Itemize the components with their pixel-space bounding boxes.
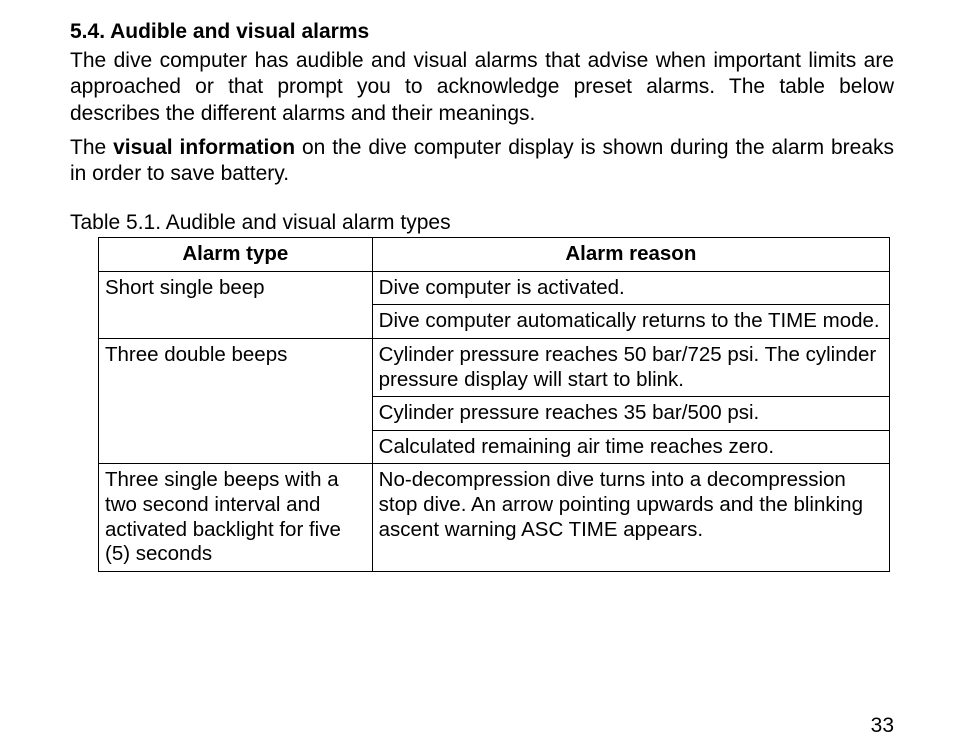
alarm-reason-cell: Calculated remaining air time reaches ze… [372, 430, 889, 464]
document-page: 5.4. Audible and visual alarms The dive … [0, 0, 954, 756]
alarm-reason-cell: Dive computer is activated. [372, 271, 889, 305]
alarm-type-cell: Short single beep [99, 271, 373, 338]
intro-paragraph-2: The visual information on the dive compu… [70, 135, 894, 188]
table-header-row: Alarm type Alarm reason [99, 238, 890, 272]
para2-bold: visual information [113, 136, 295, 159]
table-caption: Table 5.1. Audible and visual alarm type… [70, 211, 894, 235]
alarm-type-cell: Three single beeps with a two second int… [99, 464, 373, 571]
table-row: Three single beeps with a two second int… [99, 464, 890, 571]
alarm-reason-cell: Cylinder pressure reaches 50 bar/725 psi… [372, 339, 889, 397]
header-alarm-type: Alarm type [99, 238, 373, 272]
alarm-reason-cell: Dive computer automatically returns to t… [372, 305, 889, 339]
header-alarm-reason: Alarm reason [372, 238, 889, 272]
table-row: Short single beep Dive computer is activ… [99, 271, 890, 305]
section-heading: 5.4. Audible and visual alarms [70, 20, 894, 44]
alarm-reason-cell: Cylinder pressure reaches 35 bar/500 psi… [372, 397, 889, 431]
alarm-table: Alarm type Alarm reason Short single bee… [98, 237, 890, 572]
alarm-reason-cell: No-decompression dive turns into a decom… [372, 464, 889, 571]
para2-pre: The [70, 136, 113, 159]
alarm-type-cell: Three double beeps [99, 339, 373, 464]
table-row: Three double beeps Cylinder pressure rea… [99, 339, 890, 397]
page-number: 33 [871, 714, 894, 738]
intro-paragraph-1: The dive computer has audible and visual… [70, 48, 894, 127]
